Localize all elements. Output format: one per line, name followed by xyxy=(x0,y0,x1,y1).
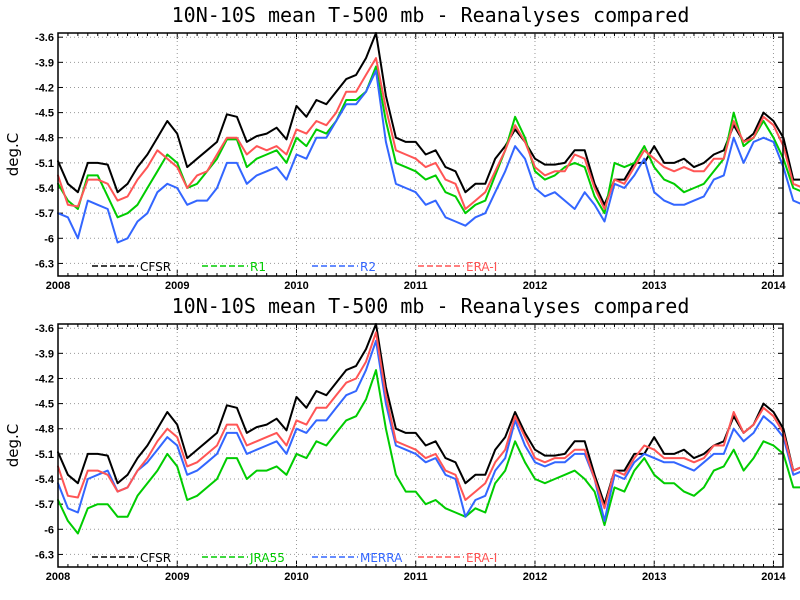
legend-label: JRA55 xyxy=(249,551,285,565)
plot-frame xyxy=(57,32,784,277)
series-line-jra55 xyxy=(57,369,800,535)
y-tick-label: -4.5 xyxy=(35,399,54,411)
y-tick-label: -6.3 xyxy=(35,549,54,561)
y-tick-label: -4.8 xyxy=(35,424,54,436)
x-tick-label: 2013 xyxy=(642,280,666,292)
y-tick-label: -4.2 xyxy=(35,82,54,94)
legend-label: R2 xyxy=(360,260,376,274)
legend-label: R1 xyxy=(250,260,266,274)
chart-panel-2: 10N-10S mean T-500 mb - Reanalyses compa… xyxy=(4,294,800,583)
y-tick-label: -5.4 xyxy=(35,183,55,195)
plot-frame xyxy=(57,323,784,568)
y-tick-label: -6.3 xyxy=(35,258,54,270)
series-line-cfsr xyxy=(57,32,800,206)
x-tick-label: 2012 xyxy=(523,571,547,583)
chart-panel-1: 10N-10S mean T-500 mb - Reanalyses compa… xyxy=(4,3,800,292)
y-tick-label: -4.5 xyxy=(35,108,54,120)
y-tick-label: -5.7 xyxy=(35,499,54,511)
y-tick-label: -3.6 xyxy=(35,32,54,44)
y-tick-label: -3.9 xyxy=(35,348,54,360)
series-line-cfsr xyxy=(57,323,800,506)
y-tick-label: -6 xyxy=(44,524,54,536)
x-tick-label: 2009 xyxy=(165,280,189,292)
x-tick-label: 2012 xyxy=(523,280,547,292)
series-line-era-i xyxy=(57,57,800,210)
legend-label: CFSR xyxy=(140,551,171,565)
y-tick-label: -5.1 xyxy=(35,449,54,461)
x-tick-label: 2011 xyxy=(404,571,428,583)
x-tick-label: 2011 xyxy=(404,280,428,292)
x-tick-label: 2010 xyxy=(284,571,308,583)
y-tick-label: -5.7 xyxy=(35,208,54,220)
y-tick-label: -5.1 xyxy=(35,158,54,170)
x-tick-label: 2009 xyxy=(165,571,189,583)
series-line-era-i xyxy=(57,331,800,510)
legend-label: CFSR xyxy=(140,260,171,274)
legend-label: MERRA xyxy=(360,551,403,565)
x-tick-label: 2014 xyxy=(761,280,786,292)
y-tick-label: -5.4 xyxy=(35,474,55,486)
legend-label: ERA-I xyxy=(466,551,497,565)
y-tick-label: -6 xyxy=(44,233,54,245)
y-tick-label: -4.2 xyxy=(35,373,54,385)
series-line-r2 xyxy=(57,69,800,244)
y-axis-label: deg.C xyxy=(4,133,22,177)
chart-title: 10N-10S mean T-500 mb - Reanalyses compa… xyxy=(172,3,690,27)
x-tick-label: 2013 xyxy=(642,571,666,583)
legend-label: ERA-I xyxy=(466,260,497,274)
x-tick-label: 2008 xyxy=(46,280,70,292)
y-tick-label: -3.6 xyxy=(35,323,54,335)
x-tick-label: 2010 xyxy=(284,280,308,292)
chart-title: 10N-10S mean T-500 mb - Reanalyses compa… xyxy=(172,294,690,318)
x-tick-label: 2008 xyxy=(46,571,70,583)
x-tick-label: 2014 xyxy=(761,571,786,583)
y-axis-label: deg.C xyxy=(4,424,22,468)
series-line-merra xyxy=(57,339,800,522)
series-line-r1 xyxy=(57,65,800,219)
y-tick-label: -3.9 xyxy=(35,57,54,69)
y-tick-label: -4.8 xyxy=(35,133,54,145)
